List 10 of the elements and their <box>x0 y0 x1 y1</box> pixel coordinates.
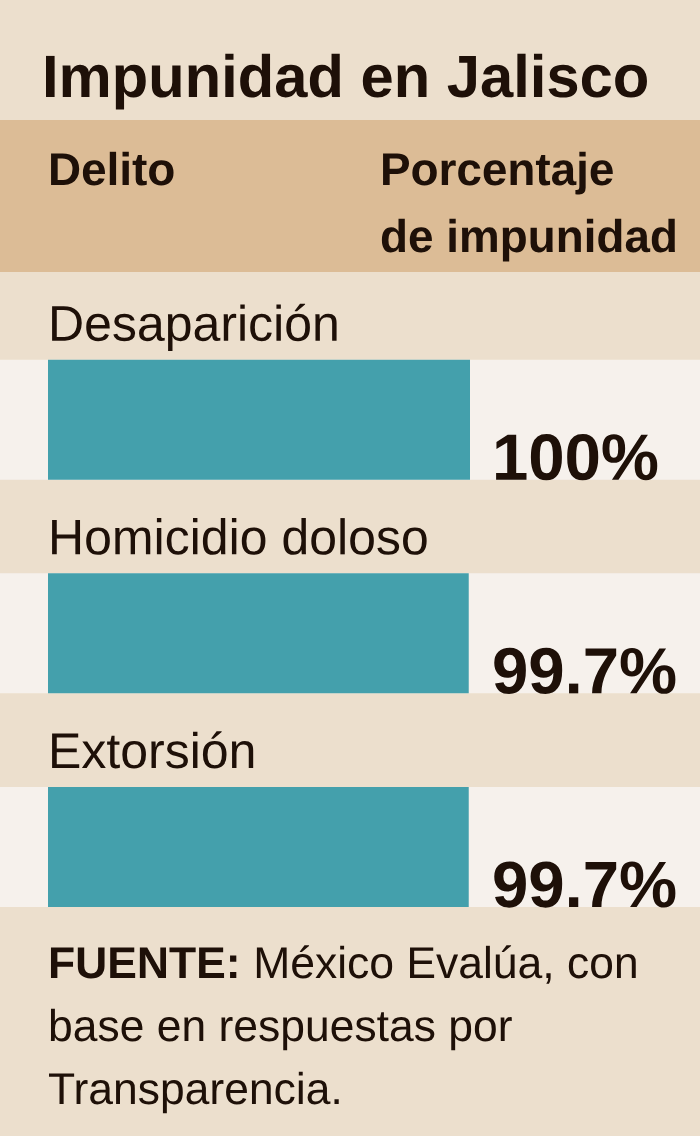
x-axis-title: Porcentaje de impunidad <box>381 151 675 262</box>
data-label: 99.7% <box>494 647 676 694</box>
y-tick-label: Homicidio doloso <box>52 518 427 555</box>
data-label: 100% <box>496 434 658 481</box>
data-label: 99.7% <box>494 861 676 908</box>
y-tick-label: Extorsión <box>52 731 254 769</box>
y-axis-title: Delito <box>51 151 174 186</box>
source-note: FUENTE: México Evalúa, con base en respuestas por Transparencia. <box>49 945 636 1114</box>
y-tick-label: Desaparición <box>52 303 337 352</box>
chart-title: Impunidad en Jalisco <box>45 53 647 110</box>
